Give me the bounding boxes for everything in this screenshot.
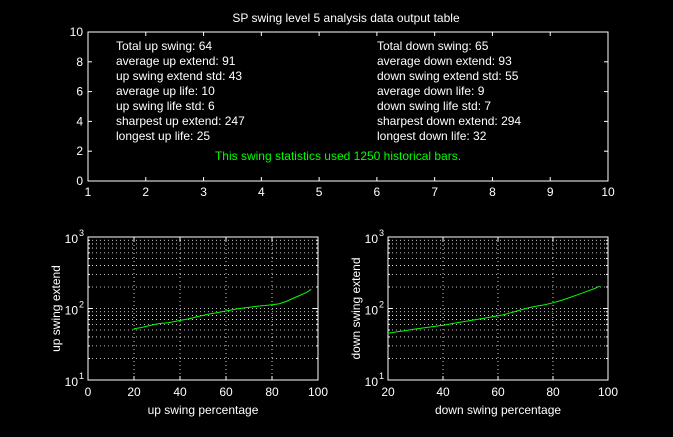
stat-line-down: longest down life: 32	[377, 129, 487, 143]
x-tick-label: 40	[173, 385, 187, 399]
axes-box	[387, 236, 609, 381]
x-tick-label: 80	[265, 385, 279, 399]
axes-box	[87, 31, 609, 182]
stat-line-up: up swing life std: 6	[116, 99, 215, 113]
x-tick-label: 1	[85, 185, 92, 199]
x-tick-label: 2	[142, 185, 149, 199]
x-tick-label: 20	[127, 385, 141, 399]
y-tick-exponent: 3	[379, 228, 384, 238]
x-tick-label: 0	[85, 385, 92, 399]
series-line	[133, 288, 312, 330]
y-tick-exponent: 3	[79, 228, 84, 238]
x-tick-label: 20	[381, 385, 395, 399]
x-tick-label: 9	[547, 185, 554, 199]
y-tick-label: 10	[365, 304, 379, 318]
y-tick-label: 10	[65, 375, 79, 389]
x-tick-label: 100	[308, 385, 328, 399]
x-tick-label: 3	[200, 185, 207, 199]
y-tick-exponent: 2	[79, 300, 84, 310]
y-axis-label: up swing extend	[49, 265, 63, 352]
y-tick-label: 10	[365, 232, 379, 246]
x-tick-label: 5	[316, 185, 323, 199]
y-tick-label: 0	[76, 174, 83, 188]
y-axis-label: down swing extend	[349, 257, 363, 359]
y-tick-exponent: 1	[379, 371, 384, 381]
y-tick-label: 6	[76, 85, 83, 99]
y-tick-label: 4	[76, 114, 83, 128]
stat-line-down: average down extend: 93	[377, 54, 512, 68]
y-tick-label: 10	[65, 304, 79, 318]
stat-line-up: sharpest up extend: 247	[116, 114, 245, 128]
stat-line-down: down swing extend std: 55	[377, 69, 519, 83]
x-axis-label: up swing percentage	[148, 403, 259, 417]
x-axis-label: down swing percentage	[435, 403, 561, 417]
x-tick-label: 80	[546, 385, 560, 399]
stat-line-up: up swing extend std: 43	[116, 69, 242, 83]
stat-line-up: average up extend: 91	[116, 54, 236, 68]
figure-title: SP swing level 5 analysis data output ta…	[232, 11, 460, 25]
x-tick-label: 40	[436, 385, 450, 399]
series-line	[387, 285, 600, 334]
stats-footer: This swing statistics used 1250 historic…	[215, 149, 461, 163]
x-tick-label: 10	[601, 185, 615, 199]
y-tick-exponent: 2	[379, 300, 384, 310]
stat-line-up: longest up life: 25	[116, 129, 210, 143]
y-tick-label: 10	[365, 375, 379, 389]
stat-line-down: sharpest down extend: 294	[377, 114, 521, 128]
y-tick-exponent: 1	[79, 371, 84, 381]
y-tick-label: 10	[65, 232, 79, 246]
x-tick-label: 6	[374, 185, 381, 199]
x-tick-label: 8	[489, 185, 496, 199]
y-tick-label: 2	[76, 144, 83, 158]
stat-line-down: down swing life std: 7	[377, 99, 491, 113]
y-tick-label: 8	[76, 55, 83, 69]
x-tick-label: 60	[219, 385, 233, 399]
x-tick-label: 100	[598, 385, 618, 399]
axes-box	[87, 236, 319, 381]
x-tick-label: 60	[491, 385, 505, 399]
x-tick-label: 7	[431, 185, 438, 199]
stat-line-down: Total down swing: 65	[377, 39, 489, 53]
stat-line-up: average up life: 10	[116, 84, 215, 98]
stat-line-down: average down life: 9	[377, 84, 485, 98]
x-tick-label: 4	[258, 185, 265, 199]
stat-line-up: Total up swing: 64	[116, 39, 212, 53]
y-tick-label: 10	[70, 25, 84, 39]
